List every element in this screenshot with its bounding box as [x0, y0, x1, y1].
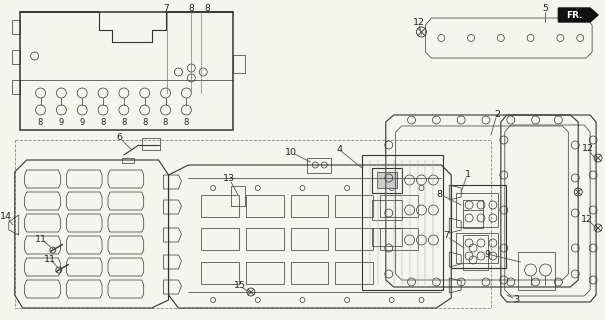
Bar: [380, 228, 417, 250]
Text: 4: 4: [336, 145, 342, 154]
Text: 8: 8: [38, 117, 43, 126]
Text: 8: 8: [184, 117, 189, 126]
Polygon shape: [558, 8, 598, 22]
Text: 8: 8: [189, 4, 194, 12]
Bar: [201, 262, 239, 284]
Bar: [290, 228, 329, 250]
Bar: [201, 228, 239, 250]
Bar: [372, 168, 402, 193]
Text: 8: 8: [100, 117, 106, 126]
Text: 8: 8: [204, 4, 210, 12]
Text: 3: 3: [513, 295, 519, 304]
Bar: [231, 186, 245, 206]
Bar: [335, 228, 373, 250]
Text: 10: 10: [285, 148, 297, 157]
Bar: [11, 50, 20, 64]
Bar: [11, 80, 20, 94]
Text: 6: 6: [116, 133, 122, 142]
Bar: [372, 200, 402, 220]
Bar: [20, 12, 233, 130]
Bar: [15, 140, 491, 308]
Text: 12: 12: [413, 18, 425, 27]
Bar: [380, 195, 417, 217]
Text: 15: 15: [234, 281, 246, 290]
Text: 9: 9: [80, 117, 85, 126]
Text: 7: 7: [164, 4, 169, 12]
Text: 8: 8: [142, 117, 148, 126]
Bar: [335, 262, 373, 284]
Bar: [456, 193, 498, 227]
Bar: [518, 252, 555, 290]
Bar: [233, 55, 245, 73]
Bar: [463, 200, 483, 228]
Text: 2: 2: [494, 110, 500, 119]
Text: FR.: FR.: [566, 11, 583, 20]
Text: 13: 13: [223, 174, 235, 183]
Text: 8: 8: [163, 117, 168, 126]
Text: 12: 12: [581, 215, 594, 224]
Bar: [335, 195, 373, 217]
Text: 14: 14: [1, 212, 12, 221]
Text: 8: 8: [121, 117, 126, 126]
Bar: [290, 195, 329, 217]
Bar: [246, 195, 284, 217]
Text: 5: 5: [543, 4, 549, 12]
Bar: [463, 235, 488, 270]
Text: 1: 1: [465, 170, 471, 179]
Bar: [246, 262, 284, 284]
Text: 11: 11: [44, 255, 56, 264]
Text: 9: 9: [484, 250, 490, 259]
Bar: [377, 172, 397, 188]
Text: 8: 8: [437, 190, 443, 199]
Bar: [307, 158, 331, 173]
Text: 9: 9: [59, 117, 64, 126]
Bar: [456, 233, 498, 263]
Bar: [372, 228, 402, 246]
Bar: [11, 20, 20, 34]
Bar: [142, 138, 160, 150]
Text: 12: 12: [582, 144, 594, 153]
Bar: [451, 185, 506, 268]
Bar: [362, 155, 443, 290]
Text: 7: 7: [443, 231, 449, 240]
Bar: [290, 262, 329, 284]
Bar: [246, 228, 284, 250]
Text: 11: 11: [36, 235, 47, 244]
Bar: [201, 195, 239, 217]
